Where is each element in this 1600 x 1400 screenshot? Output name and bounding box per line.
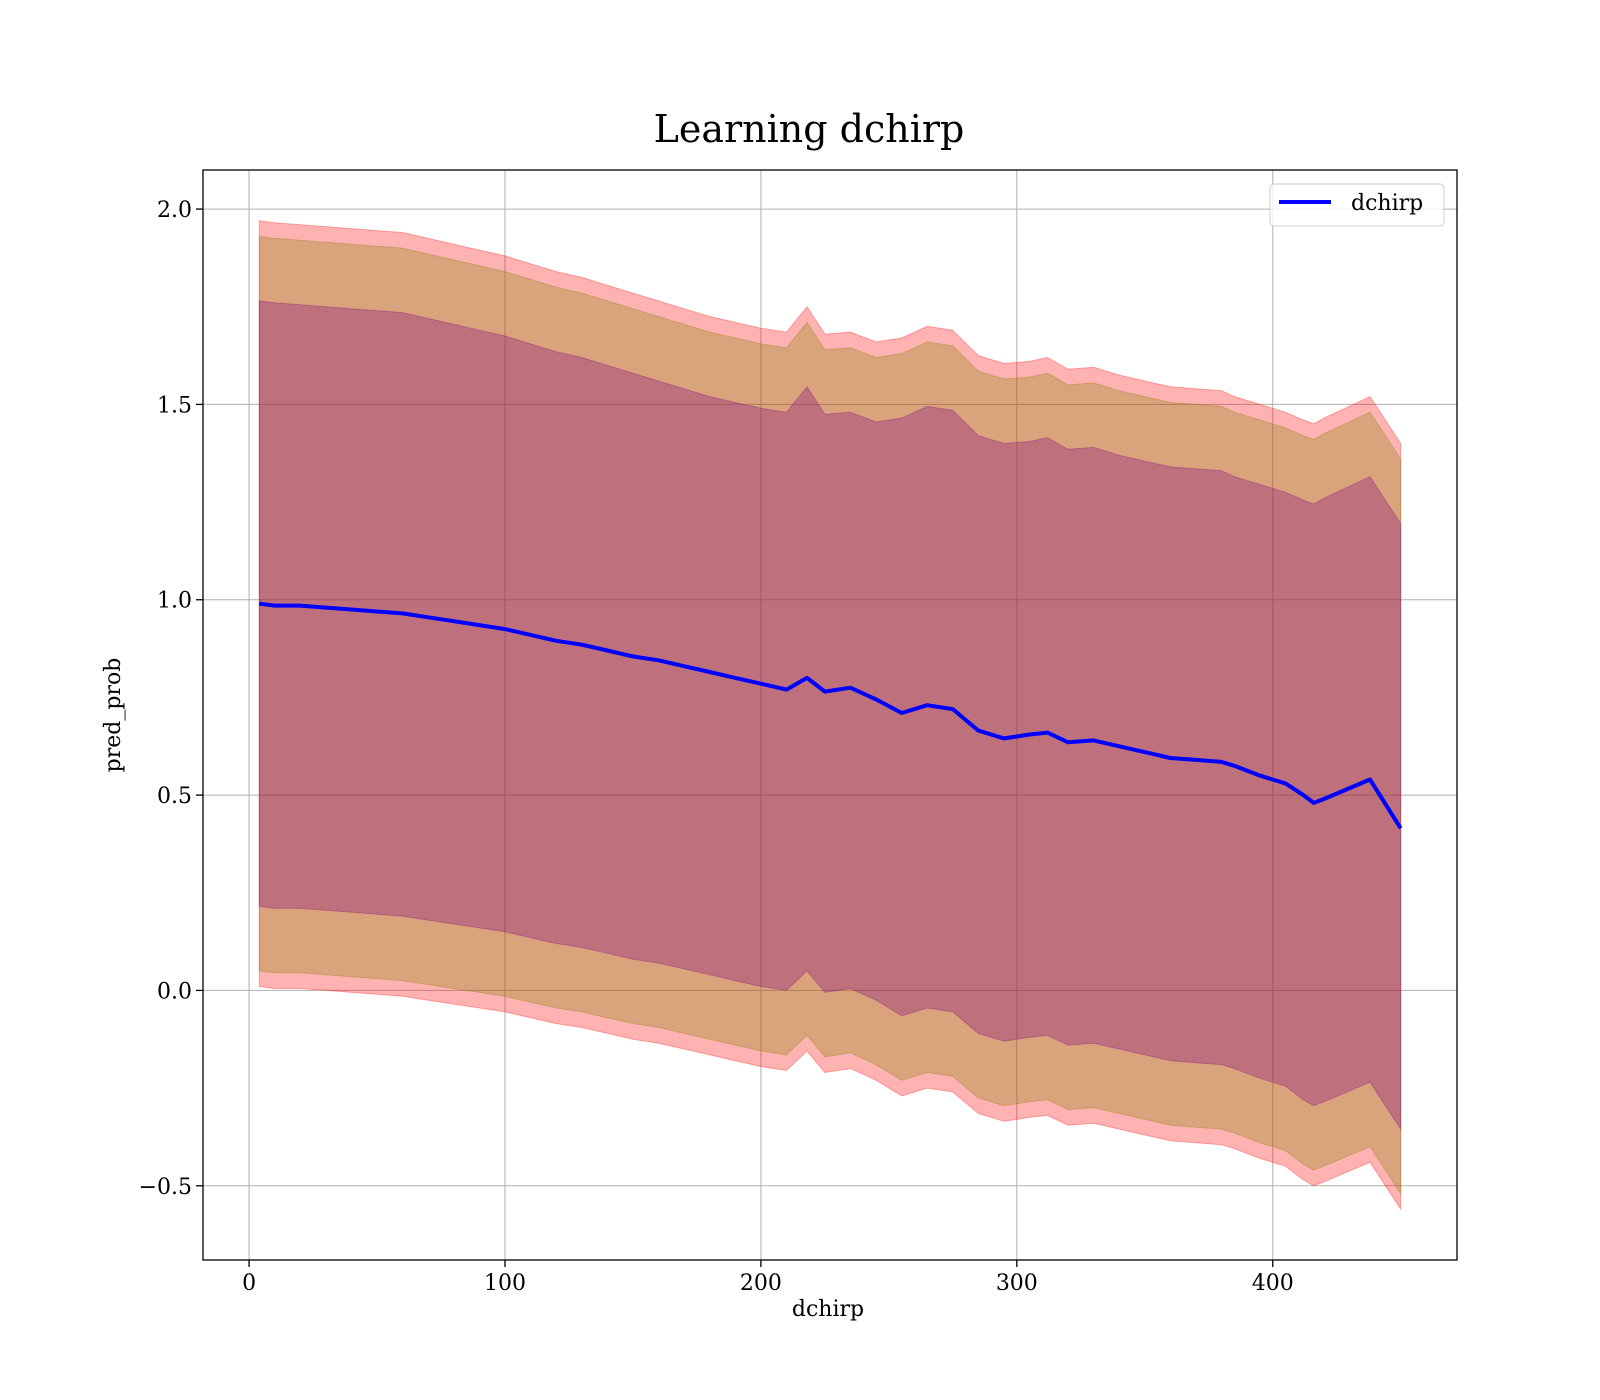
x-tick-label-0: 0 [242, 1271, 256, 1296]
series-line-0 [259, 601, 1403, 830]
band-1 [258, 235, 1402, 1196]
y-tick-label-3: 1.0 [157, 589, 192, 614]
x-tick-label-3: 300 [996, 1271, 1038, 1296]
x-axis-ticks: 0 100 200 300 400 [242, 1260, 1294, 1296]
y-axis-label: pred_prob [101, 658, 126, 773]
series-lines [259, 601, 1403, 830]
grid [203, 170, 1457, 1260]
y-tick-label-5: 2.0 [157, 198, 192, 223]
legend-label-dchirp: dchirp [1351, 191, 1423, 216]
confidence-bands [258, 220, 1402, 1211]
legend-frame [1269, 183, 1445, 227]
y-axis-ticks: −0.5 0.0 0.5 1.0 1.5 2.0 [139, 198, 203, 1200]
x-tick-label-2: 200 [740, 1271, 782, 1296]
band-0 [258, 220, 1402, 1211]
y-tick-label-4: 1.5 [157, 393, 192, 418]
y-tick-label-0: −0.5 [139, 1175, 192, 1200]
plot-frame [202, 169, 1458, 1261]
x-axis-label: dchirp [792, 1297, 864, 1322]
x-tick-label-4: 400 [1252, 1271, 1294, 1296]
band-2 [258, 300, 1402, 1131]
chart-title: Learning dchirp [654, 107, 965, 151]
legend: dchirp [1269, 183, 1445, 227]
x-tick-label-1: 100 [484, 1271, 526, 1296]
y-tick-label-2: 0.5 [157, 784, 192, 809]
y-tick-label-1: 0.0 [157, 979, 192, 1004]
